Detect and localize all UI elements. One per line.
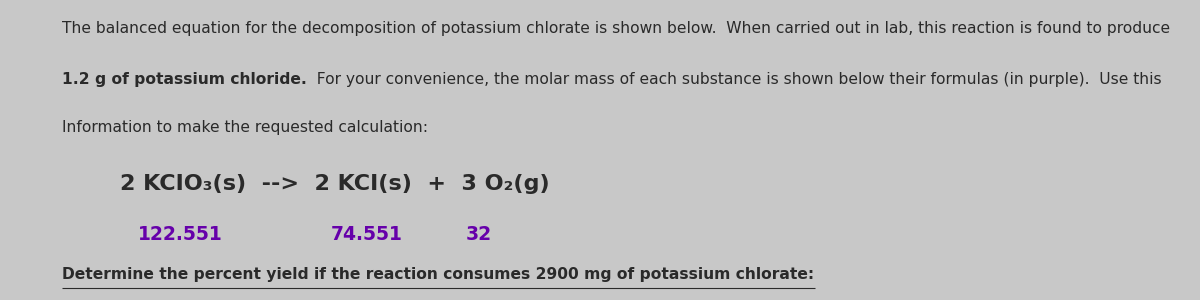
Text: 74.551: 74.551 (331, 225, 403, 244)
Text: Determine the percent yield if the reaction consumes 2900 mg of potassium chlora: Determine the percent yield if the react… (62, 267, 815, 282)
Text: 2 KCIO₃(s)  -->  2 KCI(s)  +  3 O₂(g): 2 KCIO₃(s) --> 2 KCI(s) + 3 O₂(g) (120, 174, 550, 194)
Text: Determine the percent yield if the reaction consumes 2900 mg of potassium chlora: Determine the percent yield if the react… (62, 267, 815, 282)
Text: The balanced equation for the decomposition of potassium chlorate is shown below: The balanced equation for the decomposit… (62, 21, 1170, 36)
Text: Information to make the requested calculation:: Information to make the requested calcul… (62, 120, 428, 135)
Text: 122.551: 122.551 (138, 225, 223, 244)
Text: 1.2 g of potassium chloride.: 1.2 g of potassium chloride. (62, 72, 307, 87)
Text: 32: 32 (466, 225, 492, 244)
Text: For your convenience, the molar mass of each substance is shown below their form: For your convenience, the molar mass of … (307, 72, 1162, 87)
